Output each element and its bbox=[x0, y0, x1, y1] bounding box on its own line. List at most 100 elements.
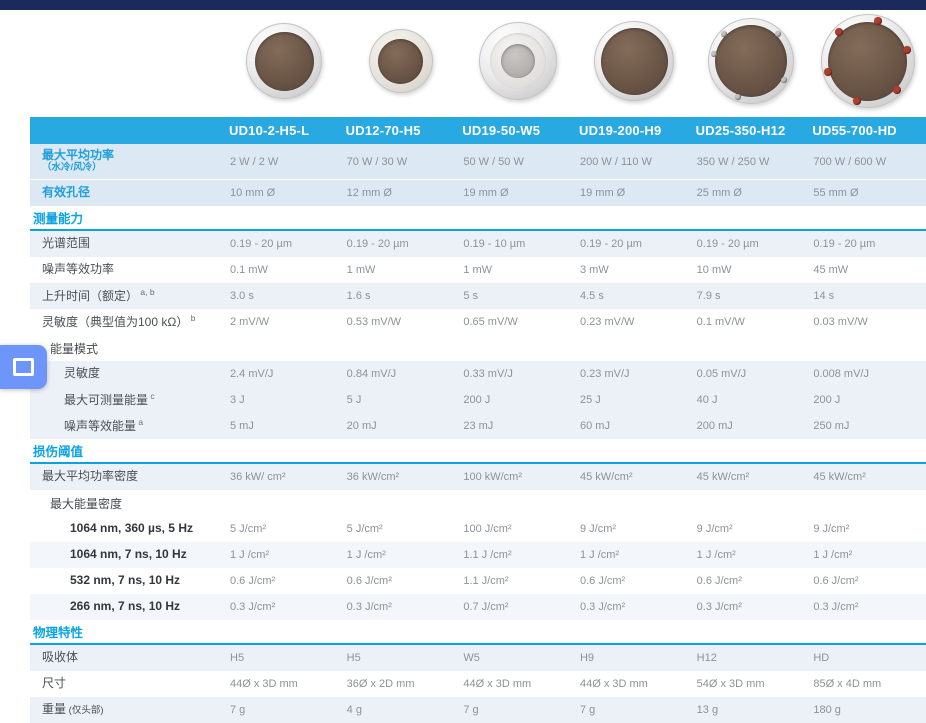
spec-value: 0.19 - 20 µm bbox=[813, 238, 876, 250]
table-row: 噪声等效能量 a 5 mJ 20 mJ 23 mJ 60 mJ 200 mJ 250 mJ bbox=[30, 413, 926, 439]
spec-value: 0.19 - 20 µm bbox=[579, 238, 642, 250]
product-photo-cell bbox=[707, 18, 794, 104]
spec-value: 0.3 J/cm² bbox=[579, 601, 626, 613]
row-label-text: 最大平均功率密度 bbox=[42, 469, 139, 484]
column-header-ud10-2-h5-l: UD10-2-H5-L bbox=[229, 123, 310, 138]
table-row: 尺寸 44Ø x 3D mm 36Ø x 2D mm 44Ø x 3D mm 44Ø x… bbox=[30, 671, 926, 697]
footnote-marker: c bbox=[148, 391, 155, 402]
row-label-text: 吸收体 bbox=[42, 650, 79, 665]
section-row: 测量能力 bbox=[30, 206, 926, 231]
row-label: 尺寸 bbox=[30, 676, 226, 691]
spec-value: 0.3 J/cm² bbox=[813, 601, 859, 613]
spec-value: 5 J/cm² bbox=[230, 523, 267, 535]
spec-value: 200 W / 110 W bbox=[579, 155, 652, 168]
spec-value: 19 mm Ø bbox=[463, 187, 509, 199]
spec-value: 19 mm Ø bbox=[579, 187, 626, 199]
row-label: 重量 (仅头部) bbox=[30, 702, 226, 717]
sidebar-toggle-button[interactable] bbox=[0, 345, 47, 389]
spec-value: 0.65 mV/W bbox=[463, 316, 518, 328]
spec-value: 36 kW/cm² bbox=[346, 471, 400, 483]
sensor-absorber-disc bbox=[378, 38, 424, 84]
row-label: 光谱范围 bbox=[30, 236, 226, 251]
spec-value: 85Ø x 4D mm bbox=[813, 678, 882, 690]
spec-value: 0.6 J/cm² bbox=[696, 575, 742, 587]
spec-value: 1.1 J/cm² bbox=[463, 575, 509, 587]
spec-value: 13 g bbox=[696, 704, 719, 716]
table-row: 1064 nm, 360 µs, 5 Hz 5 J/cm² 5 J/cm² 100 J… bbox=[30, 516, 926, 542]
spec-value: 0.6 J/cm² bbox=[230, 575, 276, 587]
table-row: 上升时间（额定） a, b 3.0 s 1.6 s 5 s 4.5 s 7.9 s 14 s bbox=[30, 283, 926, 309]
spec-value: 0.6 J/cm² bbox=[579, 575, 626, 587]
spec-value: 0.84 mV/J bbox=[346, 368, 397, 380]
product-image-strip bbox=[30, 12, 926, 110]
spec-table: UD10-2-H5-L UD12-70-H5 UD19-50-W5 UD19-200-… bbox=[30, 117, 926, 723]
spec-value: 1 J /cm² bbox=[813, 549, 853, 561]
spec-value: 50 W / 50 W bbox=[463, 155, 524, 168]
spec-value: 54Ø x 3D mm bbox=[696, 678, 765, 690]
row-label-text: 光谱范围 bbox=[42, 236, 91, 251]
spec-value: 7.9 s bbox=[696, 290, 721, 302]
spec-value: 0.6 J/cm² bbox=[346, 575, 392, 587]
screw-dot bbox=[774, 31, 781, 38]
section-title: 测量能力 bbox=[33, 212, 84, 226]
row-label-note: （水冷/风冷） bbox=[42, 161, 102, 173]
spec-value: 7 g bbox=[463, 704, 479, 716]
spec-value: 0.008 mV/J bbox=[813, 368, 869, 380]
product-photo-cell bbox=[478, 22, 557, 100]
spec-value: 36 kW/ cm² bbox=[230, 471, 286, 483]
table-row: 吸收体 H5 H5 W5 H9 H12 HD bbox=[30, 645, 926, 671]
spec-value: 350 W / 250 W bbox=[696, 155, 770, 168]
product-photo-cell bbox=[594, 21, 675, 101]
row-label: 最大平均功率 （水冷/风冷） bbox=[30, 148, 226, 174]
spec-value: 5 J bbox=[346, 394, 362, 406]
screw-dot bbox=[780, 77, 787, 83]
sensor-absorber-disc bbox=[254, 31, 314, 91]
column-header-ud19-200-h9: UD19-200-H9 bbox=[578, 123, 662, 138]
spec-value: 7 g bbox=[579, 704, 596, 716]
row-label: 灵敏度 bbox=[30, 366, 226, 381]
row-label-text: 尺寸 bbox=[42, 676, 67, 691]
spec-value: 0.3 J/cm² bbox=[696, 601, 742, 613]
spec-value: 7 g bbox=[230, 704, 246, 716]
table-row: 有效孔径 10 mm Ø 12 mm Ø 19 mm Ø 19 mm Ø 25 mm Ø 5… bbox=[30, 180, 926, 206]
subsection-title: 最大能量密度 bbox=[50, 496, 123, 511]
spec-value: 5 s bbox=[463, 290, 479, 302]
spec-value: 1.6 s bbox=[346, 290, 371, 302]
spec-value: 200 J bbox=[463, 394, 491, 406]
spec-value: 0.3 J/cm² bbox=[230, 601, 276, 613]
table-row: 266 nm, 7 ns, 10 Hz 0.3 J/cm² 0.3 J/cm² 0.7… bbox=[30, 594, 926, 620]
row-label-note: (仅头部) bbox=[66, 705, 104, 717]
sensor-absorber-disc bbox=[500, 44, 535, 78]
spec-value: 55 mm Ø bbox=[813, 187, 859, 199]
table-row: 最大可测量能量 c 3 J 5 J 200 J 25 J 40 J 200 J bbox=[30, 387, 926, 413]
row-label-text: 532 nm, 7 ns, 10 Hz bbox=[70, 573, 181, 588]
spec-value: 1 mW bbox=[463, 264, 493, 276]
screw-dot bbox=[710, 51, 717, 58]
spec-value: 1 mW bbox=[346, 264, 376, 276]
sensor-photo-ud19-200-h9 bbox=[594, 21, 675, 101]
row-label: 1064 nm, 360 µs, 5 Hz bbox=[30, 521, 226, 536]
spec-value: 60 mJ bbox=[579, 420, 610, 432]
table-row: 1064 nm, 7 ns, 10 Hz 1 J /cm² 1 J /cm² 1.1 … bbox=[30, 542, 926, 568]
square-icon bbox=[13, 358, 34, 376]
spec-value: 40 J bbox=[696, 394, 718, 406]
sensor-photo-ud12-70-h5 bbox=[368, 29, 433, 93]
row-label: 532 nm, 7 ns, 10 Hz bbox=[30, 573, 226, 588]
row-label: 有效孔径 bbox=[30, 185, 226, 200]
sensor-photo-ud19-50-w5 bbox=[478, 22, 557, 100]
table-row: 重量 (仅头部) 7 g 4 g 7 g 7 g 13 g 180 g bbox=[30, 697, 926, 723]
table-row: 噪声等效功率 0.1 mW 1 mW 1 mW 3 mW 10 mW 45 mW bbox=[30, 257, 926, 283]
spec-value: 0.53 mV/W bbox=[346, 316, 402, 328]
footnote-marker: b bbox=[188, 313, 196, 324]
spec-value: 12 mm Ø bbox=[346, 187, 392, 199]
screw-dot bbox=[903, 46, 912, 55]
footnote-marker: a, b bbox=[138, 287, 155, 298]
spec-value: H12 bbox=[696, 652, 717, 664]
spec-value: HD bbox=[813, 652, 830, 664]
spec-value: 25 mm Ø bbox=[696, 187, 742, 199]
table-row: 灵敏度（典型值为100 kΩ） b 2 mV/W 0.53 mV/W 0.65 mV/… bbox=[30, 309, 926, 335]
spec-value: 0.19 - 20 µm bbox=[696, 238, 759, 250]
screw-dot bbox=[892, 85, 901, 94]
sensor-absorber-disc bbox=[600, 27, 668, 95]
table-row: 光谱范围 0.19 - 20 µm 0.19 - 20 µm 0.19 - 10 µm… bbox=[30, 231, 926, 257]
